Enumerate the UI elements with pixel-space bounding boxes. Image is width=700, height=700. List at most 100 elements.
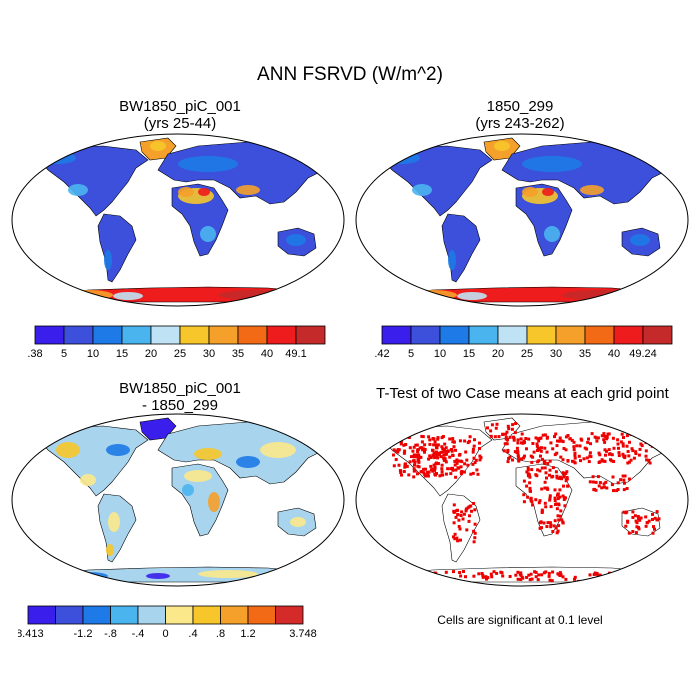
significant-cell-64 xyxy=(463,439,467,443)
significant-cell-505 xyxy=(530,468,534,472)
significant-cell-519 xyxy=(549,523,553,527)
significant-cell-225 xyxy=(424,467,427,471)
significant-cell-494 xyxy=(531,503,535,507)
colorbar-tick-label-3: -.8 xyxy=(104,628,117,640)
map-border xyxy=(11,413,345,587)
significant-cell-212 xyxy=(427,457,431,461)
field-patch-eurasia-1 xyxy=(178,156,238,172)
significant-cell-544 xyxy=(539,520,543,524)
field-patch-antarctica-0 xyxy=(63,290,113,300)
significant-cell-735 xyxy=(606,576,610,580)
significant-cell-672 xyxy=(558,571,562,575)
significant-cell-345 xyxy=(516,455,520,459)
significant-cell-751 xyxy=(604,480,608,484)
field-patch-africa-3 xyxy=(544,226,560,242)
significant-cell-19 xyxy=(405,464,409,468)
significant-cell-323 xyxy=(527,437,531,441)
significant-cell-180 xyxy=(414,453,418,457)
significant-cell-762 xyxy=(602,485,606,489)
significant-cell-131 xyxy=(444,472,448,476)
significant-cell-95 xyxy=(471,462,475,466)
significant-cell-448 xyxy=(540,466,544,470)
significant-cell-232 xyxy=(546,462,550,465)
significant-cell-564 xyxy=(473,508,477,512)
significant-cell-117 xyxy=(473,438,476,442)
significant-cell-575 xyxy=(466,506,470,510)
significant-cell-608 xyxy=(624,511,628,515)
significant-cell-752 xyxy=(623,474,627,478)
significant-cell-502 xyxy=(553,496,557,500)
significant-cell-621 xyxy=(651,531,655,535)
significant-cell-97 xyxy=(434,473,437,477)
field-patch-north-america-0 xyxy=(412,184,432,196)
field-patch-africa-2 xyxy=(182,484,194,496)
significant-cell-523 xyxy=(559,509,563,513)
significant-cell-466 xyxy=(545,476,548,480)
significant-cell-627 xyxy=(431,576,435,580)
significant-cell-382 xyxy=(535,442,539,446)
colorbar-box-9 xyxy=(642,325,673,345)
significant-cell-98 xyxy=(451,440,455,444)
significant-cell-139 xyxy=(422,447,425,451)
significant-cell-142 xyxy=(466,463,470,467)
significant-cell-14 xyxy=(429,456,433,459)
significant-cell-168 xyxy=(420,446,424,450)
significant-cell-645 xyxy=(547,574,551,578)
significant-cell-286 xyxy=(588,454,592,458)
significant-cell-697 xyxy=(641,575,645,579)
significant-cell-316 xyxy=(600,458,604,462)
significant-cell-280 xyxy=(539,446,543,450)
significant-cell-600 xyxy=(653,527,656,531)
significant-cell-313 xyxy=(590,432,594,436)
significant-cell-160 xyxy=(444,460,448,464)
significant-cell-549 xyxy=(457,525,461,528)
panel3-colorbar: -8.413 -1.2 -.8 -.4 0 .4 .8 1.2 3.748 xyxy=(18,605,317,640)
significant-cell-767 xyxy=(591,480,595,484)
colorbar-box-2 xyxy=(82,605,111,625)
field-patch-south-america-0 xyxy=(448,250,456,270)
field-patch-south-america-1 xyxy=(106,544,114,556)
significant-cell-580 xyxy=(452,510,456,514)
significant-cell-727 xyxy=(629,579,633,583)
colorbar-box-6 xyxy=(208,325,239,345)
significant-cell-0 xyxy=(436,456,440,460)
significant-cell-744 xyxy=(591,475,595,479)
significant-cell-581 xyxy=(472,502,476,505)
significant-cell-11 xyxy=(476,472,480,476)
significant-cell-478 xyxy=(544,471,548,475)
significant-cell-525 xyxy=(556,529,560,533)
significant-cell-257 xyxy=(585,456,589,460)
significant-cell-637 xyxy=(464,575,467,579)
significant-cell-296 xyxy=(516,438,520,442)
significant-cell-758 xyxy=(612,489,615,493)
panel2-colorbar: .42 5 10 15 20 25 30 35 40 49.24 xyxy=(374,325,673,360)
significant-cell-524 xyxy=(548,521,552,525)
significant-cell-395 xyxy=(605,435,609,439)
colorbar-box-5 xyxy=(179,325,210,345)
field-patch-africa-1 xyxy=(208,492,220,512)
significant-cell-254 xyxy=(626,461,630,465)
significant-cell-657 xyxy=(547,571,551,575)
significant-cell-58 xyxy=(440,467,444,471)
significant-cell-324 xyxy=(578,444,582,448)
significant-cell-715 xyxy=(593,571,597,575)
significant-cell-406 xyxy=(554,432,558,436)
significant-cell-453 xyxy=(526,468,530,472)
significant-cell-294 xyxy=(619,440,623,444)
significant-cell-70 xyxy=(432,463,436,467)
significant-cell-737 xyxy=(480,572,484,575)
significant-cell-705 xyxy=(423,577,427,581)
significant-cell-113 xyxy=(428,454,432,458)
significant-cell-290 xyxy=(648,432,652,436)
significant-cell-246 xyxy=(647,458,651,462)
significant-cell-558 xyxy=(457,518,461,522)
significant-cell-74 xyxy=(398,469,402,473)
significant-cell-689 xyxy=(399,577,403,581)
significant-cell-783 xyxy=(510,427,514,431)
colorbar-box-9 xyxy=(295,325,326,345)
significant-cell-570 xyxy=(473,531,477,535)
significant-cell-51 xyxy=(472,444,476,448)
significant-cell-43 xyxy=(453,463,457,467)
significant-cell-366 xyxy=(537,439,541,443)
field-patch-south-america-0 xyxy=(104,250,112,270)
